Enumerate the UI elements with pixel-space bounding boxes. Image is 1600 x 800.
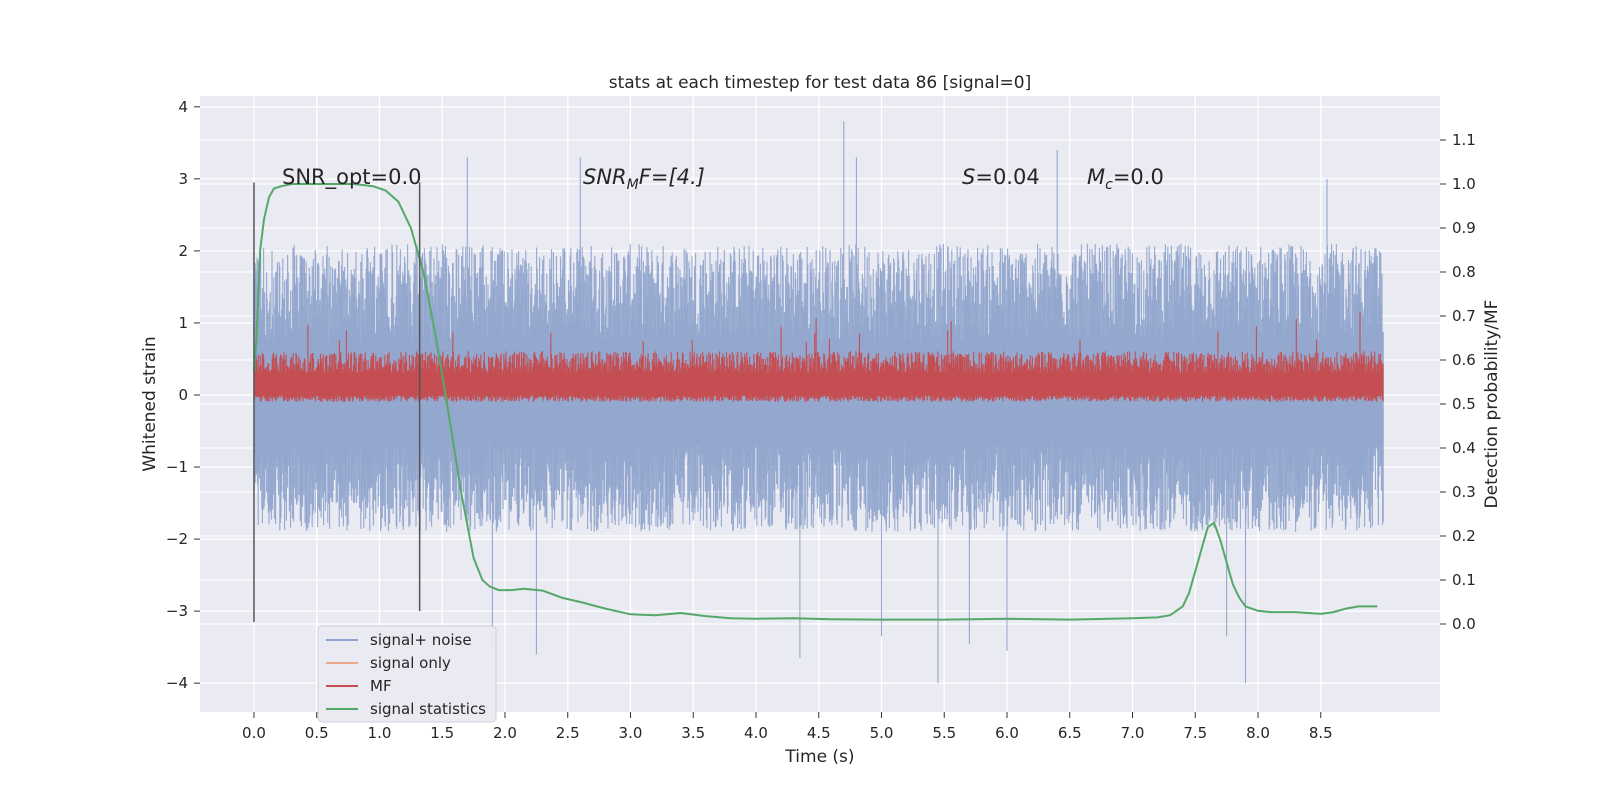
y-tick-label: −3 (166, 602, 188, 620)
x-tick-label: 3.0 (619, 724, 643, 742)
y-tick-label: 2 (178, 242, 188, 260)
annotation-snr-mf: SNRMF=[4.] (583, 165, 705, 193)
y-tick-label: −4 (166, 674, 188, 692)
x-tick-label: 8.0 (1246, 724, 1270, 742)
y-right-tick-label: 0.8 (1452, 263, 1476, 281)
annotation-mc-var: M (1087, 165, 1105, 189)
y-right-tick-label: 0.0 (1452, 615, 1476, 633)
annotations: SNR_opt=0.0 SNRMF=[4.] S=0.04 Mc=0.0 (282, 165, 1164, 193)
annotation-mc: Mc=0.0 (1087, 165, 1164, 193)
x-tick-label: 0.5 (305, 724, 329, 742)
signal-statistics-line (253, 183, 1378, 621)
x-tick-label: 1.5 (430, 724, 454, 742)
y-right-tick-label: 0.3 (1452, 483, 1476, 501)
y-right-tick-label: 1.1 (1452, 131, 1476, 149)
x-tick-label: 2.5 (556, 724, 580, 742)
annotation-s-var: S (962, 165, 975, 189)
legend-box (317, 625, 497, 723)
x-tick-label: 6.0 (995, 724, 1019, 742)
annotation-snr-opt: SNR_opt=0.0 (282, 165, 422, 190)
signal-statistics-series (253, 183, 1378, 621)
x-tick-label: 5.0 (870, 724, 894, 742)
y-tick-label: −2 (166, 530, 188, 548)
legend: signal+ noise signal only MF signal stat… (317, 625, 497, 723)
x-tick-label: 4.0 (744, 724, 768, 742)
y-axis-ticks: −4 −3 −2 −1 0 1 2 3 4 (166, 98, 200, 692)
y-right-axis-label: Detection probability/MF (1482, 300, 1502, 509)
x-tick-label: 4.5 (807, 724, 831, 742)
y-right-tick-label: 0.2 (1452, 527, 1476, 545)
y-right-tick-label: 0.4 (1452, 439, 1476, 457)
chart-title: stats at each timestep for test data 86 … (609, 73, 1032, 93)
x-tick-label: 0.0 (242, 724, 266, 742)
legend-label-mf: MF (370, 677, 392, 695)
legend-label-signal-statistics: signal statistics (370, 700, 486, 718)
y-right-tick-label: 0.9 (1452, 219, 1476, 237)
annotation-snr-mf-main: SNR (583, 165, 627, 189)
annotation-s: S=0.04 (962, 165, 1040, 189)
annotation-mc-value: =0.0 (1113, 165, 1164, 189)
x-tick-label: 3.5 (681, 724, 705, 742)
vertical-markers (253, 182, 421, 622)
y-tick-label: 0 (178, 386, 188, 404)
x-axis-ticks: 0.0 0.5 1.0 1.5 2.0 2.5 3.0 3.5 4.0 4.5 5.0 5.5 6.0 6… (242, 712, 1333, 742)
legend-label-signal-only: signal only (370, 654, 451, 672)
x-axis-label: Time (s) (784, 747, 854, 767)
y-axis-label: Whitened strain (140, 336, 160, 471)
legend-label-signal-noise: signal+ noise (370, 631, 472, 649)
annotation-snr-mf-sub: M (627, 177, 639, 193)
y-right-tick-label: 0.1 (1452, 571, 1476, 589)
y-right-tick-label: 1.0 (1452, 175, 1476, 193)
x-tick-label: 8.5 (1309, 724, 1333, 742)
annotation-mc-sub: c (1105, 177, 1113, 193)
y-right-tick-label: 0.5 (1452, 395, 1476, 413)
y-right-tick-label: 0.6 (1452, 351, 1476, 369)
x-tick-label: 6.5 (1058, 724, 1082, 742)
x-tick-label: 2.0 (493, 724, 517, 742)
y-tick-label: 1 (178, 314, 188, 332)
y-right-tick-label: 0.7 (1452, 307, 1476, 325)
x-tick-label: 1.0 (368, 724, 392, 742)
y-right-axis-ticks: 0.0 0.1 0.2 0.3 0.4 0.5 0.6 0.7 0.8 0.9 1.0 1.1 (1440, 131, 1476, 633)
annotation-snr-mf-rest: F=[4.] (639, 165, 705, 189)
y-tick-label: −1 (166, 458, 188, 476)
x-tick-label: 7.0 (1121, 724, 1145, 742)
x-tick-label: 5.5 (932, 724, 956, 742)
y-tick-label: 3 (178, 170, 188, 188)
x-tick-label: 7.5 (1183, 724, 1207, 742)
y-tick-label: 4 (178, 98, 188, 116)
annotation-s-value: =0.04 (975, 165, 1039, 189)
